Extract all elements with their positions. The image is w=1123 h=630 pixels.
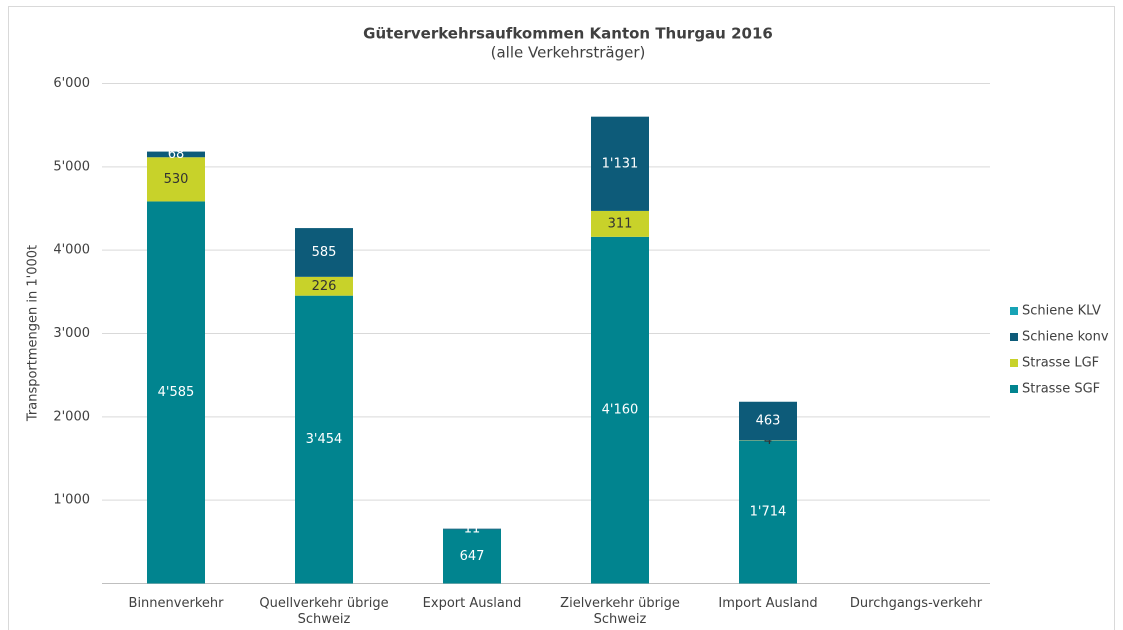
bar-segment bbox=[147, 157, 205, 202]
bar-segment bbox=[739, 440, 797, 584]
data-label: 530 bbox=[164, 172, 189, 187]
chart-subtitle: (alle Verkehrsträger) bbox=[491, 44, 646, 62]
x-tick-label-box: Binnenverkehr bbox=[128, 595, 224, 611]
legend-swatch bbox=[1010, 307, 1018, 315]
x-tick-label: Export Ausland bbox=[422, 595, 522, 611]
x-tick-label: Durchgangs-verkehr bbox=[849, 595, 983, 611]
bar-segment bbox=[147, 201, 205, 584]
data-label: 3'454 bbox=[306, 432, 343, 447]
data-label: 647 bbox=[460, 549, 485, 564]
bar-segment bbox=[147, 151, 205, 158]
y-tick-label: 1'000 bbox=[53, 493, 90, 508]
x-tick-label: Binnenverkehr bbox=[128, 595, 224, 611]
data-label: 68 bbox=[168, 147, 185, 162]
data-label: 585 bbox=[312, 245, 337, 260]
x-tick-label: Import Ausland bbox=[718, 595, 818, 611]
data-label: 311 bbox=[608, 216, 633, 231]
data-label: 1'131 bbox=[602, 156, 639, 171]
y-axis-label: Transportmengen in 1'000t bbox=[26, 245, 41, 422]
bar-segment bbox=[591, 236, 649, 584]
bar-segment bbox=[443, 528, 501, 530]
legend-swatch bbox=[1010, 333, 1018, 341]
y-tick-label: 6'000 bbox=[53, 76, 90, 91]
data-label: 4 bbox=[764, 433, 772, 448]
legend-label: Schiene konv bbox=[1022, 330, 1109, 345]
chart-title: Güterverkehrsaufkommen Kanton Thurgau 20… bbox=[363, 25, 773, 43]
data-label: 226 bbox=[312, 279, 337, 294]
data-label: 4'160 bbox=[602, 403, 639, 418]
bar-segment bbox=[295, 295, 353, 584]
y-tick-label: 3'000 bbox=[53, 326, 90, 341]
data-label: 4'585 bbox=[158, 385, 195, 400]
legend-label: Strasse LGF bbox=[1022, 356, 1099, 371]
bar-segment bbox=[739, 401, 797, 441]
x-tick-label-box: Import Ausland bbox=[718, 595, 818, 611]
y-tick-label: 2'000 bbox=[53, 409, 90, 424]
y-tick-label: 4'000 bbox=[53, 243, 90, 258]
x-tick-label-box: Export Ausland bbox=[422, 595, 522, 611]
x-tick-label-box: Zielverkehr übrige Schweiz bbox=[560, 595, 680, 627]
bar-segment bbox=[295, 228, 353, 277]
x-tick-label-box: Quellverkehr übrige Schweiz bbox=[259, 595, 389, 627]
bar-segment bbox=[591, 116, 649, 211]
legend-label: Strasse SGF bbox=[1022, 382, 1100, 397]
legend-swatch bbox=[1010, 385, 1018, 393]
legend-label: Schiene KLV bbox=[1022, 304, 1101, 319]
data-label: 1'714 bbox=[750, 505, 787, 520]
x-tick-label: Quellverkehr übrige Schweiz bbox=[259, 595, 389, 627]
data-label: 11 bbox=[464, 522, 481, 537]
data-label: 463 bbox=[756, 414, 781, 429]
bar-segment bbox=[443, 529, 501, 584]
x-tick-label-box: Durchgangs-verkehr bbox=[849, 595, 983, 611]
x-tick-label: Zielverkehr übrige Schweiz bbox=[560, 595, 680, 627]
y-tick-label: 5'000 bbox=[53, 159, 90, 174]
bar-segment bbox=[295, 276, 353, 296]
bar-segment bbox=[591, 210, 649, 237]
legend-swatch bbox=[1010, 359, 1018, 367]
